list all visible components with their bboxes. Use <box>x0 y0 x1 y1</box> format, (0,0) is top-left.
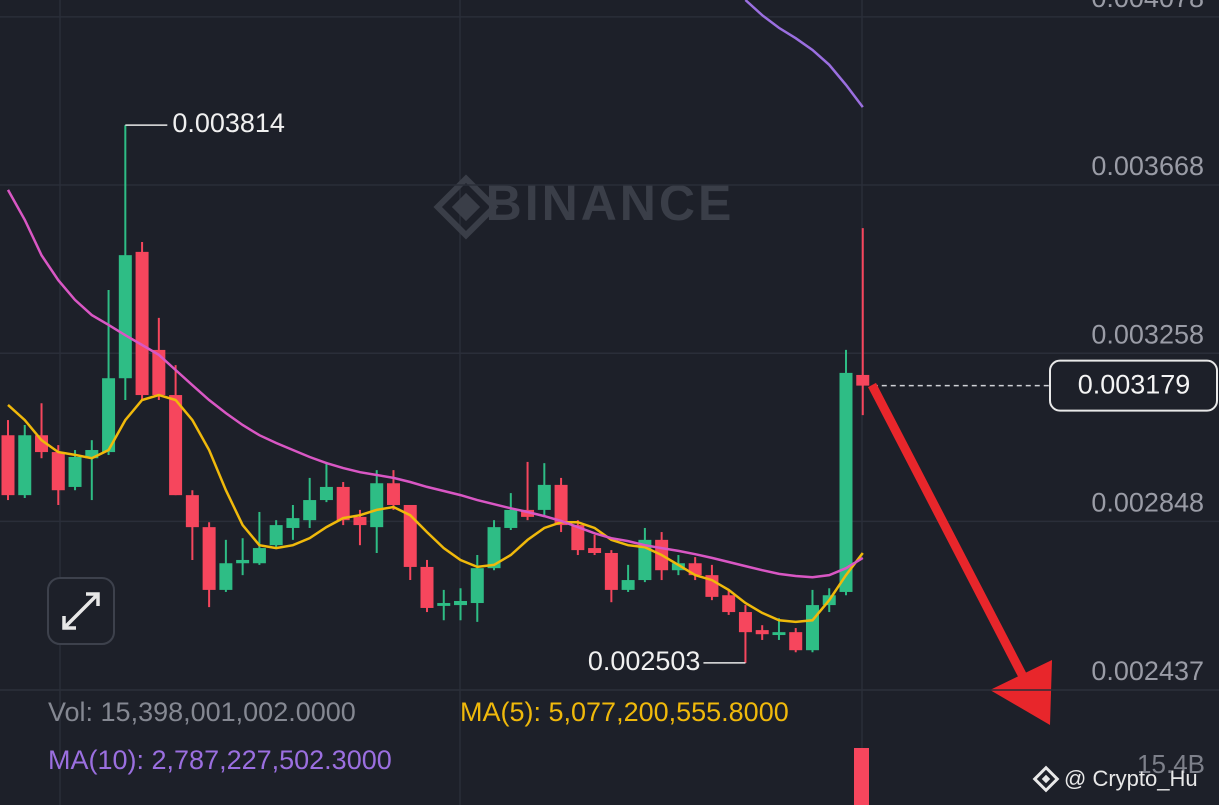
candle-body <box>571 525 585 551</box>
candle-body <box>789 632 803 651</box>
candle-body <box>68 456 82 487</box>
y-tick-label: 0.002437 <box>1091 656 1204 686</box>
candle-body <box>688 563 702 576</box>
candle-body <box>303 500 317 521</box>
expand-button[interactable] <box>47 577 115 645</box>
candle-body <box>336 486 350 521</box>
y-tick-label: 0.002848 <box>1091 488 1204 518</box>
candle-body <box>85 450 99 459</box>
candle-body <box>1 435 15 496</box>
volume-axis-label: 15.4B <box>1137 749 1205 779</box>
candle-body <box>755 630 769 635</box>
candle-body <box>772 632 786 636</box>
candle-body <box>370 483 384 528</box>
candle-body <box>604 552 618 590</box>
volume-text: Vol: 15,398,001,002.0000 <box>48 697 356 727</box>
candle-body <box>169 395 183 496</box>
candle-body <box>420 566 434 608</box>
watermark-logo <box>433 174 499 240</box>
candle-body <box>537 484 551 510</box>
candle-body <box>504 509 518 528</box>
last-price-label: 0.003179 <box>1078 370 1191 400</box>
candle-body <box>722 595 736 613</box>
candle-body <box>856 374 870 386</box>
y-tick-label: 0.004078 <box>1091 0 1204 13</box>
volume-ma5-text: MA(5): 5,077,200,555.8000 <box>460 697 789 727</box>
low-annotation: 0.002503 <box>588 646 701 676</box>
watermark: BINANCE <box>486 175 735 231</box>
candle-body <box>554 484 568 526</box>
candle-body <box>135 251 149 396</box>
candle-body <box>671 563 685 571</box>
y-tick-label: 0.003668 <box>1091 151 1204 181</box>
candle-body <box>353 516 367 526</box>
candle-body <box>51 452 65 491</box>
credit-text: @ Crypto_Hu <box>1064 766 1198 791</box>
last-price-box <box>1049 359 1218 412</box>
candle-body <box>470 568 484 604</box>
candle-body <box>286 518 300 528</box>
candle-body <box>738 612 752 633</box>
credit: @ Crypto_Hu <box>1032 765 1198 793</box>
arrow-annotation <box>868 382 1034 693</box>
ma-line <box>6 189 864 579</box>
arrow-head <box>990 660 1052 725</box>
candle-body <box>202 527 216 590</box>
candle-body <box>319 486 333 501</box>
volume-ma10-text: MA(10): 2,787,227,502.3000 <box>48 745 392 775</box>
y-tick-label: 0.003258 <box>1091 319 1204 349</box>
ma-line <box>7 393 864 624</box>
candle-body <box>521 509 535 517</box>
high-annotation: 0.003814 <box>172 108 285 138</box>
candle-body <box>18 435 32 496</box>
candle-body <box>102 378 116 453</box>
candle-body <box>839 372 853 592</box>
candle-body <box>621 580 635 590</box>
expand-icon[interactable] <box>62 592 100 630</box>
candle-body <box>269 525 283 546</box>
candle-body <box>386 483 400 505</box>
candle-body <box>403 504 417 567</box>
candle-body <box>219 563 233 590</box>
candle-body <box>152 349 166 396</box>
candle-body <box>236 559 250 564</box>
candle-body <box>454 600 468 606</box>
ma-line <box>744 0 864 108</box>
candle-body <box>252 548 266 564</box>
volume-bar <box>854 748 869 805</box>
candle-body <box>437 603 451 606</box>
candle-body <box>805 605 819 651</box>
candle-body <box>35 435 49 453</box>
candle-body <box>588 548 602 553</box>
candle-body <box>118 255 132 379</box>
candle-body <box>185 495 199 528</box>
candle-body <box>487 527 501 569</box>
